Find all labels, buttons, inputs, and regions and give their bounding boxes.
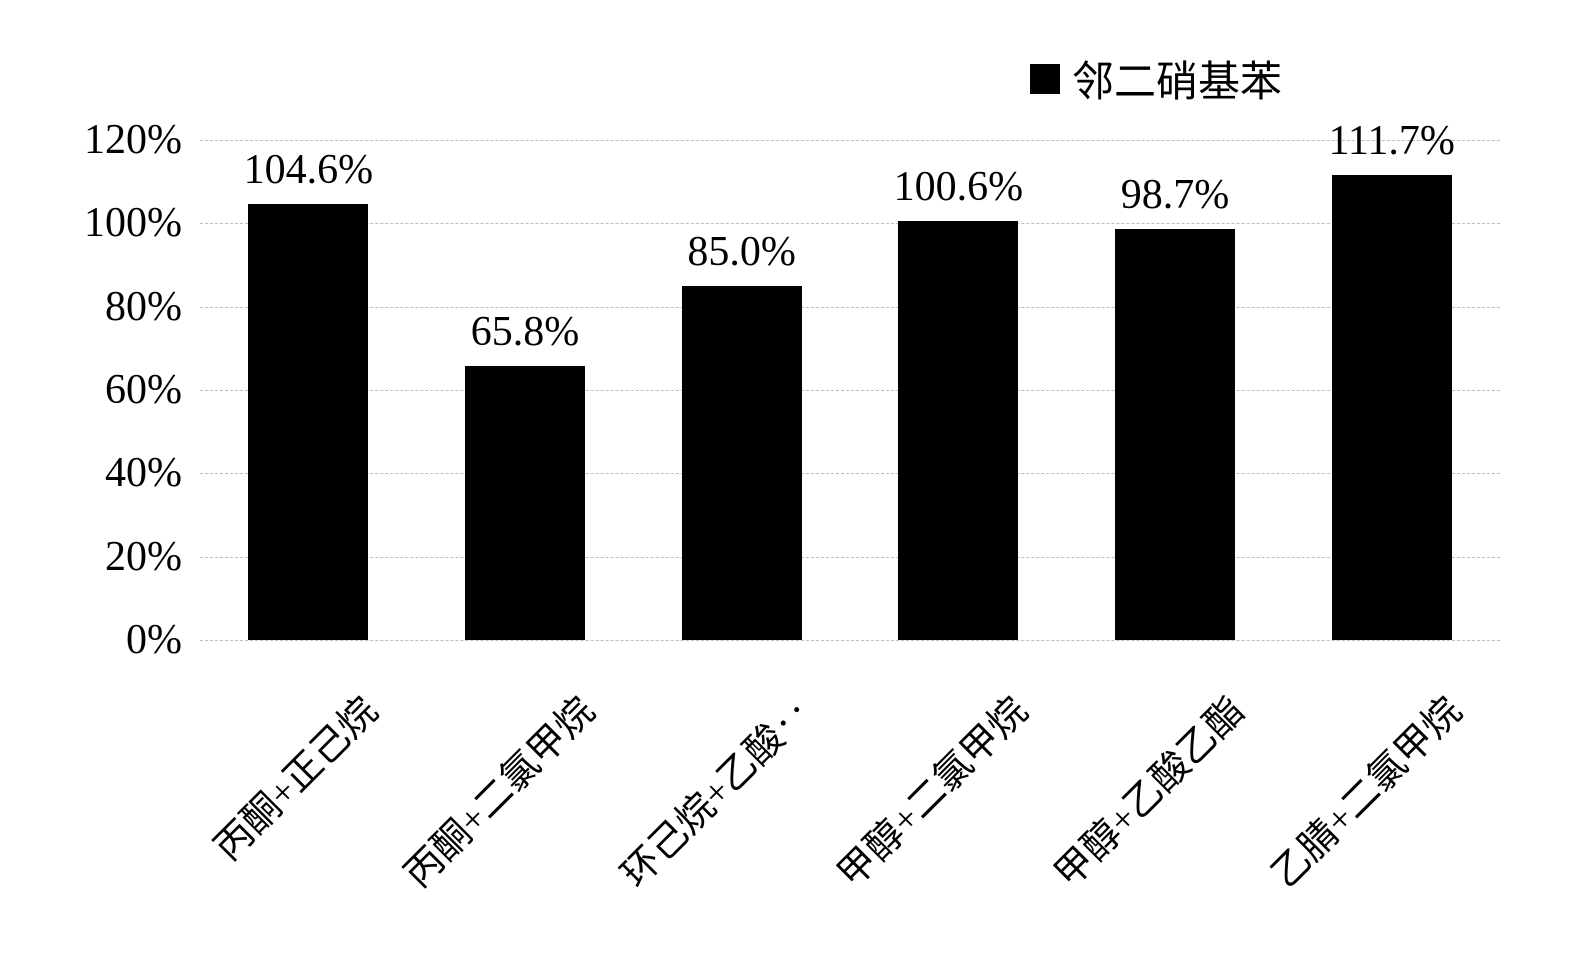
grid-line [200, 473, 1500, 474]
grid-line [200, 307, 1500, 308]
bar-value-label: 98.7% [1121, 171, 1230, 219]
x-axis-label: 丙酮+二氯甲烷 [389, 682, 604, 897]
x-axis-label: 甲醇+乙酸乙酯 [1039, 682, 1254, 897]
y-tick-label: 0% [126, 616, 200, 664]
grid-line [200, 140, 1500, 141]
plot-area: 0%20%40%60%80%100%120%104.6%丙酮+正己烷65.8%丙… [200, 140, 1500, 640]
bar-value-label: 100.6% [894, 163, 1024, 211]
y-tick-label: 80% [105, 283, 200, 331]
x-axis-label: 丙酮+正己烷 [199, 682, 387, 870]
grid-line [200, 557, 1500, 558]
bar-value-label: 85.0% [687, 228, 796, 276]
bar-value-label: 111.7% [1328, 117, 1454, 165]
bar-value-label: 65.8% [471, 308, 580, 356]
bar-value-label: 104.6% [244, 146, 374, 194]
y-tick-label: 20% [105, 533, 200, 581]
grid-line [200, 390, 1500, 391]
x-axis-label: 甲醇+二氯甲烷 [823, 682, 1038, 897]
legend-label: 邻二硝基苯 [1072, 48, 1282, 109]
y-tick-label: 40% [105, 449, 200, 497]
y-tick-label: 120% [84, 116, 200, 164]
bar [1115, 229, 1235, 640]
x-axis-label: 环己烷+乙酸‥ [606, 682, 821, 897]
y-tick-label: 60% [105, 366, 200, 414]
bar [898, 221, 1018, 640]
grid-line [200, 640, 1500, 641]
bar [248, 204, 368, 640]
grid-line [200, 223, 1500, 224]
bar [682, 286, 802, 640]
bar-chart: 邻二硝基苯 0%20%40%60%80%100%120%104.6%丙酮+正己烷… [0, 0, 1574, 965]
bar [465, 366, 585, 640]
legend-swatch [1030, 64, 1060, 94]
y-tick-label: 100% [84, 199, 200, 247]
legend: 邻二硝基苯 [1030, 48, 1282, 109]
bar [1332, 175, 1452, 640]
x-axis-label: 乙腈+二氯甲烷 [1256, 682, 1471, 897]
